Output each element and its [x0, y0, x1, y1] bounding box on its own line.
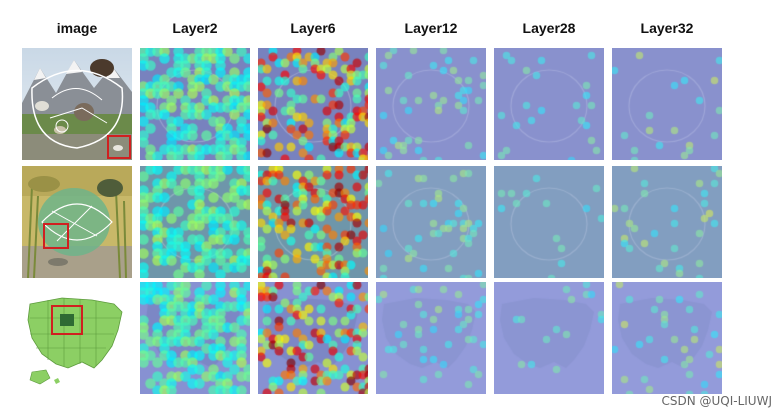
row1-layer12-heatmap	[376, 48, 486, 160]
watermark: CSDN @UQI-LIUWJ	[661, 394, 772, 408]
row1-layer28-heatmap	[494, 48, 604, 160]
row3-layer28-heatmap	[494, 282, 604, 394]
foodweb-illustration	[22, 48, 132, 160]
highlight-box	[107, 135, 131, 159]
row2-layer12-heatmap	[376, 166, 486, 278]
us-map-illustration	[22, 282, 132, 394]
row1-layer2-heatmap	[140, 48, 250, 160]
row3-layer6-heatmap	[258, 282, 368, 394]
aquatic-foodweb-illustration	[22, 166, 132, 278]
row2-layer28-heatmap	[494, 166, 604, 278]
row1-original-image	[22, 48, 132, 160]
highlight-box	[51, 305, 83, 335]
row3-layer2-heatmap	[140, 282, 250, 394]
row1-layer32-heatmap	[612, 48, 722, 160]
row2-layer6-heatmap	[258, 166, 368, 278]
row1-layer6-heatmap	[258, 48, 368, 160]
column-header-layer28: Layer28	[522, 20, 576, 36]
row2-original-image	[22, 166, 132, 278]
row2-layer2-heatmap	[140, 166, 250, 278]
row2-layer32-heatmap	[612, 166, 722, 278]
column-header-layer32: Layer32	[640, 20, 694, 36]
row3-layer12-heatmap	[376, 282, 486, 394]
column-header-image: image	[56, 20, 98, 36]
column-header-layer12: Layer12	[404, 20, 458, 36]
row3-layer32-heatmap	[612, 282, 722, 394]
column-header-layer6: Layer6	[290, 20, 336, 36]
row3-original-image	[22, 282, 132, 394]
highlighted-state	[60, 314, 74, 326]
column-header-layer2: Layer2	[172, 20, 218, 36]
highlight-box	[43, 223, 69, 249]
